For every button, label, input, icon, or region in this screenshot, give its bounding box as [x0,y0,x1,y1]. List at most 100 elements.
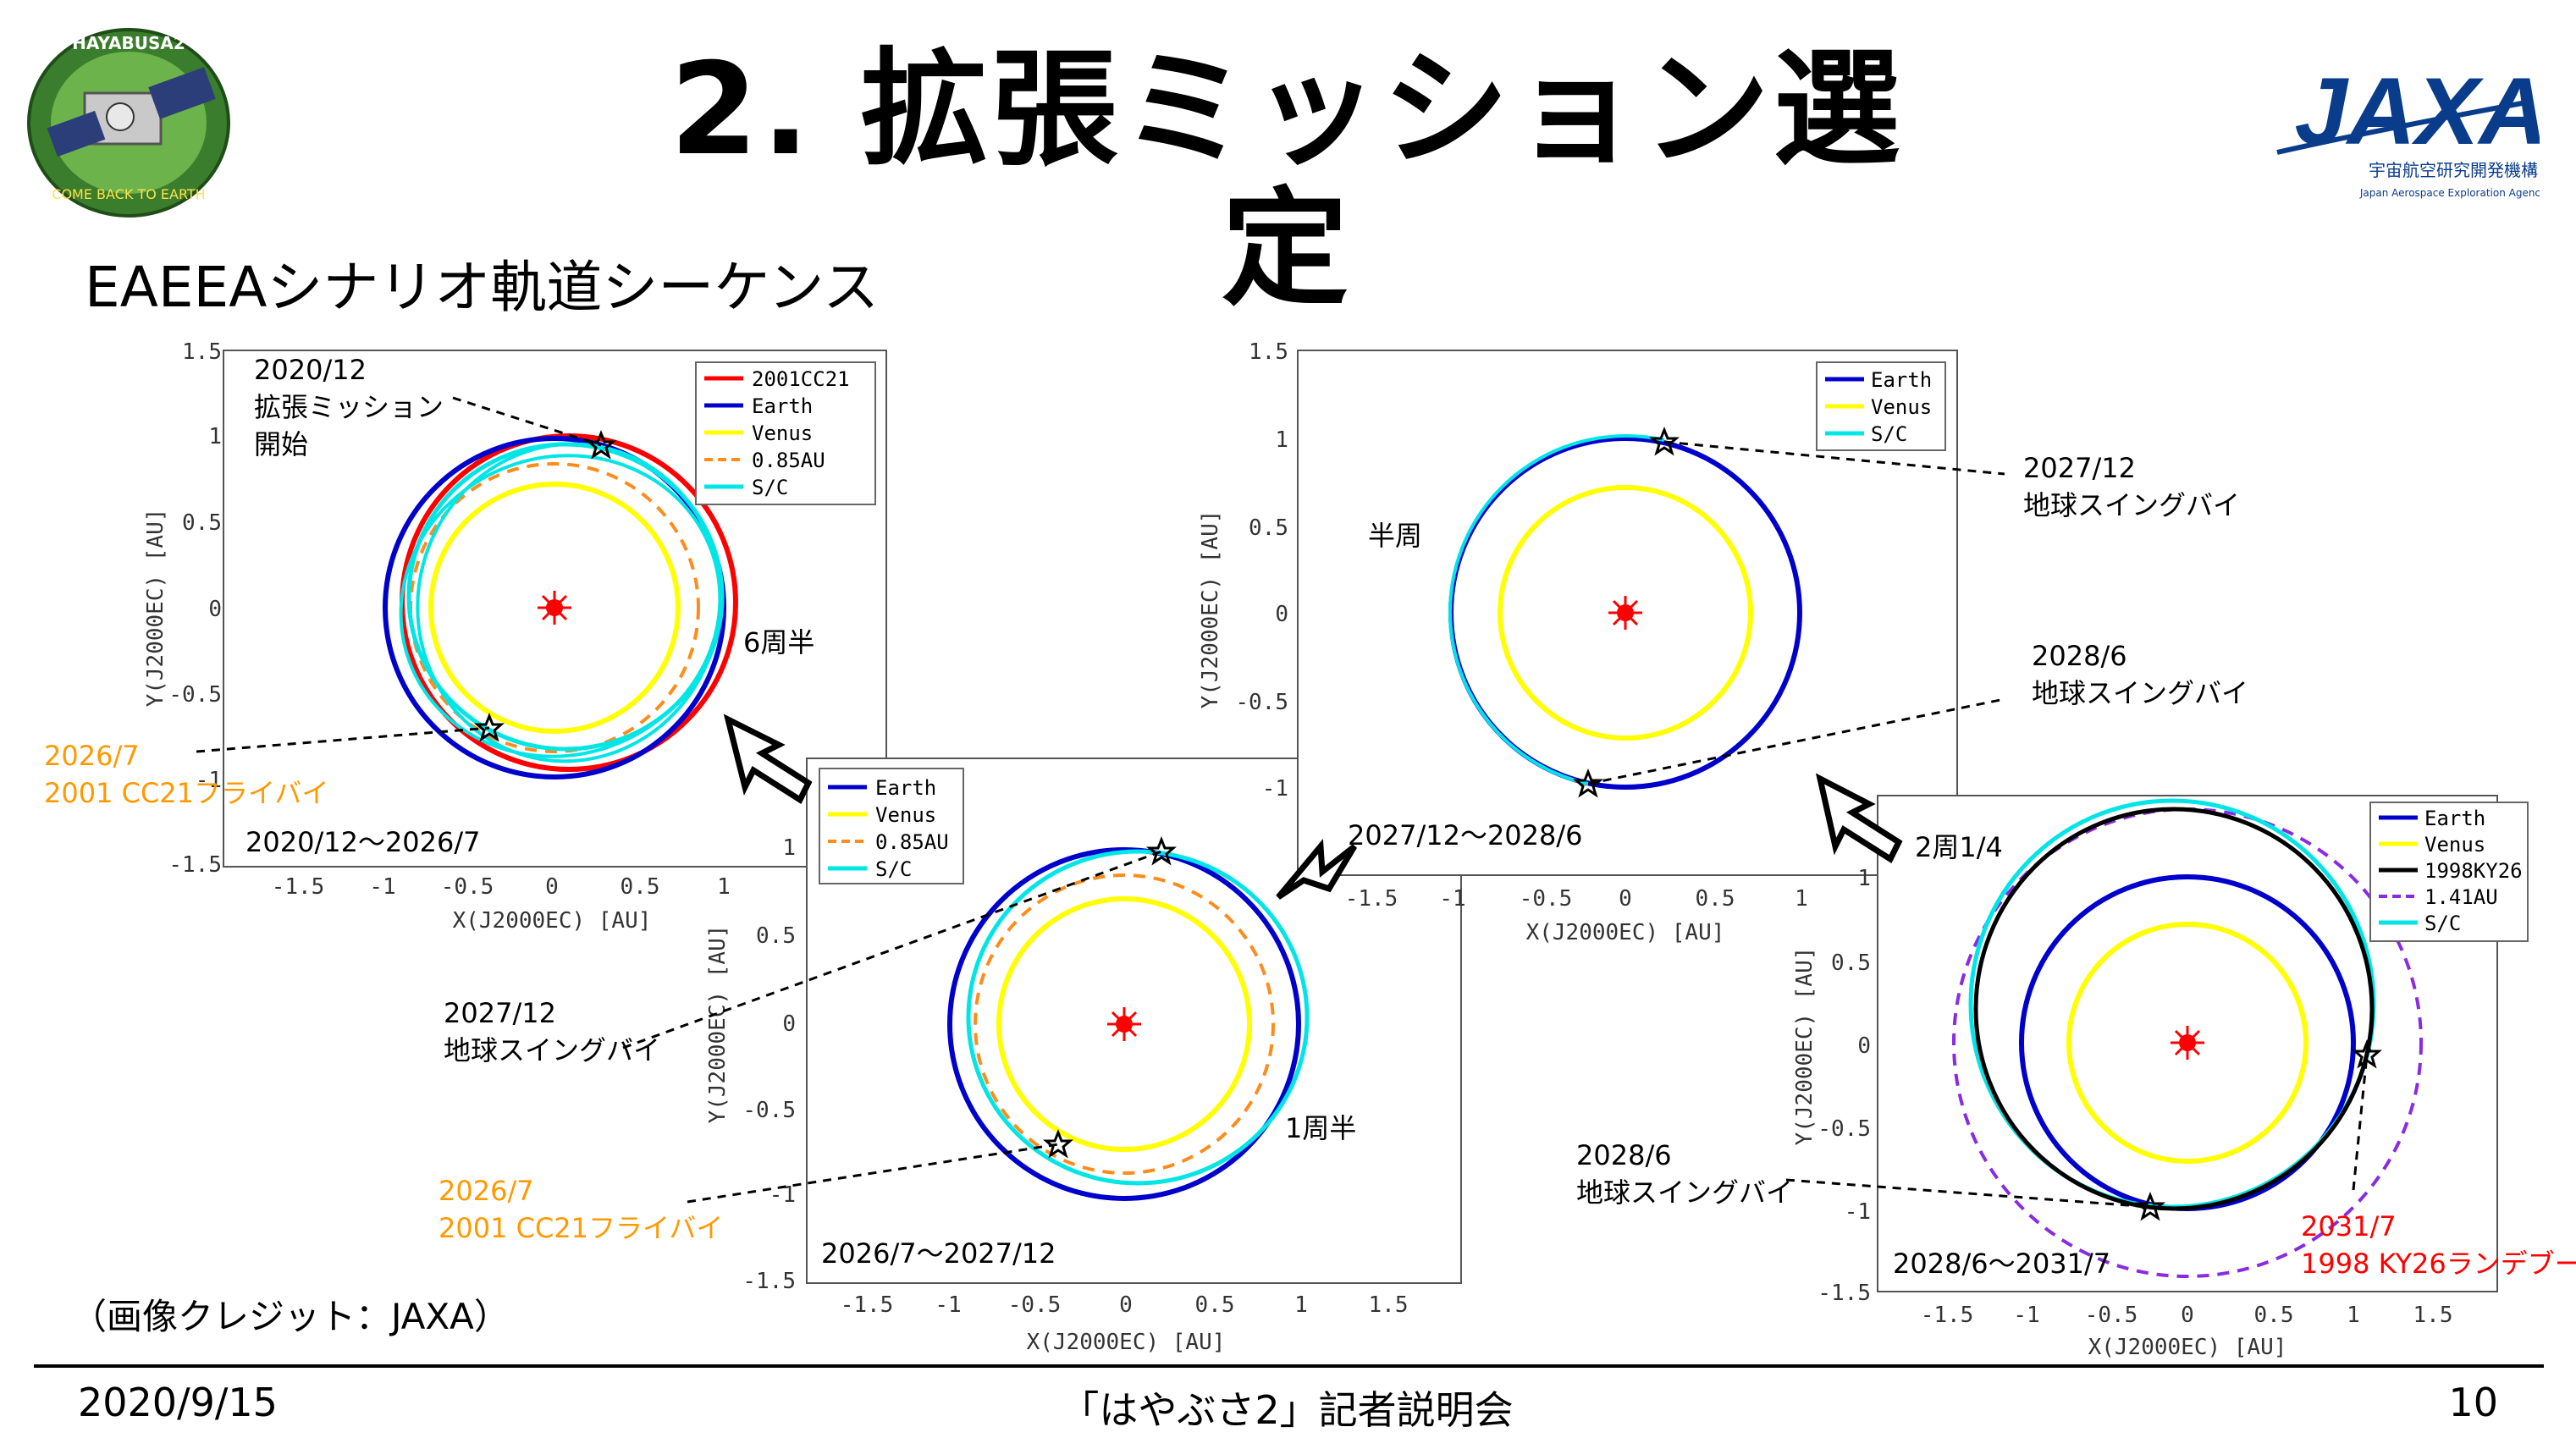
plot-4-xtick: 0 [2181,1303,2194,1328]
plot-3-leader-line [1663,440,2005,476]
plot-3-sun-icon [1607,594,1644,631]
plot-4-ytick: 0.5 [1831,950,1871,976]
plot-2-period: 2026/7〜2027/12 [821,1237,1056,1270]
plot-4-orbit-venus [2066,922,2308,1164]
plot-2-legend-label: S/C [875,857,912,881]
footer-event: 「はやぶさ2」記者説明会 [1060,1387,1514,1433]
plot-1-xtick: 0 [545,874,559,900]
plot-1-xtick: 0.5 [621,874,660,900]
plot-1-event-desc: 開始 [254,428,308,460]
plot-1-sun-icon [536,589,573,626]
plot-1-xtick: 1 [717,874,731,900]
plot-3-xtick: 0 [1619,886,1632,912]
plot-1-orbit-sc [399,454,722,758]
footer-date: 2020/9/15 [78,1380,278,1425]
plot-3-legend-label: Venus [1871,395,1932,419]
plot-1-ytick: 1.5 [182,339,222,365]
plot-4-xtick: -1.5 [1921,1303,1974,1328]
plot-3-legend-label: Earth [1871,368,1932,392]
image-credit: （画像クレジット：JAXA） [71,1296,510,1337]
arrow-icon [1815,773,1903,864]
plot-4-legend-label: 1998KY26 [2424,859,2523,883]
plot-3-ylabel: Y(J2000EC) [AU] [1198,510,1223,709]
plot-1-leader-line [196,726,490,753]
plot-3-xtick: -0.5 [1520,886,1573,912]
plot-1-orbit-venus [428,482,681,734]
plot-3-yticks: 1.5 1 0.5 0 -0.5 -1 [1235,339,1288,802]
plot-4-laps: 2周1/4 [1915,831,2003,863]
plot-1-xtick: -1 [369,874,395,900]
plot-2-sun-icon [1106,1005,1143,1043]
plot-2-legend-label: 0.85AU [875,830,949,854]
plot-4-ytick: 1 [1857,866,1871,891]
plot-2-ylabel: Y(J2000EC) [AU] [705,925,731,1124]
plot-1-ytick: -0.5 [168,682,222,708]
plot-2-orbit-earth [947,847,1301,1201]
plot-2-leader-line [687,1143,1059,1204]
plot-1-event-desc: 2001 CC21フライバイ [44,777,328,809]
plot-4-legend-label: Earth [2424,807,2485,830]
plot-3-ytick: 0 [1275,602,1288,627]
plot-2-xlabel: X(J2000EC) [AU] [1027,1330,1226,1355]
plot-3-leader-line [1587,697,2005,785]
plot-3-legend: Earth Venus S/C [1816,361,1946,451]
plot-1-ytick: 0 [208,597,222,622]
plot-3-laps: 半周 [1368,520,1422,552]
plot-2-legend-label: Venus [875,803,936,827]
arrow-icon [723,713,813,805]
plot-3-ytick: 1.5 [1249,339,1288,365]
plot-1-legend-label: 2001CC21 [752,367,850,391]
plot-4-event-date: 2028/6 [1576,1139,1672,1171]
plot-4-ytick: 0 [1857,1033,1871,1059]
plot-4-xtick: 1.5 [2413,1303,2453,1328]
plot-3-period: 2027/12〜2028/6 [1348,819,1583,851]
jaxa-logo-jp: 宇宙航空研究開発機構 [2369,160,2538,180]
plot-2-xtick: -1 [935,1292,961,1318]
plot-3-ytick: -0.5 [1235,690,1288,715]
hayabusa2-logo: HAYABUSA2 COME BACK TO EARTH [25,25,233,220]
plot-3: -1.5 -1 -0.5 0 0.5 1 1.5 1 0.5 0 -0.5 -1… [1198,339,2005,945]
plot-2-orbit-085au [974,873,1275,1175]
plot-2-ytick: 1 [782,835,796,861]
plot-4-event-desc: 地球スイングバイ [1576,1176,1793,1209]
plot-4-yticks: 1 0.5 0 -0.5 -1 -1.5 [1818,866,1871,1306]
plot-4-legend-label: Venus [2424,833,2485,857]
plot-1-ytick: 1 [208,424,222,449]
plot-3-event-desc: 地球スイングバイ [2032,677,2248,709]
plot-3-legend-label: S/C [1871,422,1907,446]
plot-1-legend-label: Venus [752,421,813,445]
plot-1-ytick: 0.5 [182,510,222,536]
plot-2-xticks: -1.5 -1 -0.5 0 0.5 1 1.5 [841,1292,1409,1318]
plot-1-period: 2020/12〜2026/7 [245,826,481,858]
plot-4-ylabel: Y(J2000EC) [AU] [1792,947,1818,1146]
plot-2-xtick: 0 [1119,1292,1133,1318]
plot-1-event-desc: 拡張ミッション [254,391,444,423]
plot-2-xtick: 0.5 [1195,1292,1235,1318]
plot-2-yticks: 1 0.5 0 -0.5 -1 -1.5 [742,835,796,1294]
plot-2-orbit-venus [996,896,1252,1152]
plot-3-ytick: 1 [1275,427,1288,453]
plot-1-event-date: 2026/7 [44,740,140,772]
plot-2-event-date: 2026/7 [439,1175,534,1207]
plot-2-legend-label: Earth [875,776,936,800]
plot-3-xtick: 1 [1795,886,1808,912]
plot-1-leader-line [452,396,602,447]
plot-3-xtick: -1.5 [1345,886,1398,912]
plot-3-xlabel: X(J2000EC) [AU] [1526,920,1725,945]
hayabusa2-logo-text: HAYABUSA2 [72,33,185,53]
plot-1-xticks: -1.5 -1 -0.5 0 0.5 1 [272,874,731,900]
plot-1-legend-label: Earth [752,394,813,418]
plot-3-xtick: -1 [1439,886,1465,912]
plot-4-xtick: -0.5 [2085,1303,2138,1328]
slide-subtitle: EAEEAシナリオ軌道シーケンス [85,255,880,320]
plot-3-event-date: 2028/6 [2032,640,2127,672]
plot-1-ylabel: Y(J2000EC) [AU] [143,509,168,708]
plot-1-yticks: 1.5 1 0.5 0 -0.5 -1 -1.5 [168,339,222,878]
plot-2-leader-line [622,850,1162,1050]
plot-4-event-desc: 1998 KY26ランデブー [2301,1248,2576,1280]
plot-2-xtick: 1.5 [1369,1292,1409,1318]
plot-3-event-date: 2027/12 [2023,452,2136,484]
plot-4-orbit-1998ky26 [1973,807,2375,1211]
plot-2-event-desc: 地球スイングバイ [444,1034,660,1066]
